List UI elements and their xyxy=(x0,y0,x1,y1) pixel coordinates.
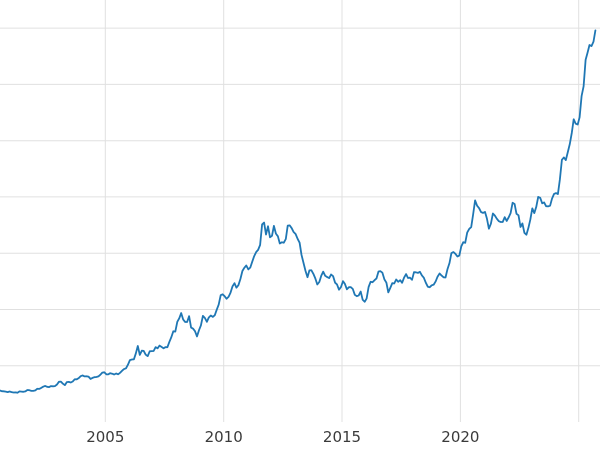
gridlines xyxy=(0,0,600,422)
price-series-line xyxy=(0,29,597,394)
